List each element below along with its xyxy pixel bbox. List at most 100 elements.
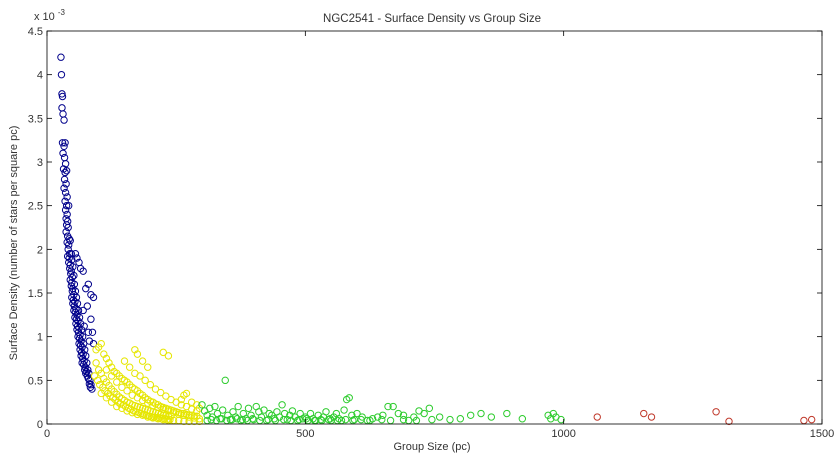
data-point <box>58 139 67 147</box>
data-point <box>92 359 100 367</box>
data-point <box>63 193 71 201</box>
data-point <box>399 411 408 419</box>
data-point <box>82 352 90 360</box>
data-point <box>557 415 565 424</box>
data-point <box>340 406 348 414</box>
data-point <box>87 291 95 299</box>
data-point <box>279 415 288 424</box>
data-point <box>221 376 229 385</box>
data-point <box>102 366 111 374</box>
data-point <box>86 383 95 392</box>
data-point <box>384 402 392 411</box>
data-point <box>211 402 219 411</box>
y-axis-multiplier: x 10 -3 <box>34 8 66 23</box>
data-point <box>162 392 170 400</box>
x-tick-label: 500 <box>296 428 314 440</box>
chart-title: NGC2541 - Surface Density vs Group Size <box>323 13 541 25</box>
data-point <box>60 175 69 184</box>
data-point <box>141 376 149 385</box>
data-point <box>80 322 88 330</box>
data-point <box>182 389 191 398</box>
data-point <box>79 306 87 315</box>
data-point <box>66 236 74 245</box>
data-point <box>79 267 87 275</box>
data-point <box>149 401 157 410</box>
data-point <box>58 92 67 101</box>
data-point <box>234 402 242 411</box>
data-point <box>420 409 428 418</box>
data-point <box>68 256 76 264</box>
data-point <box>394 409 403 418</box>
data-point <box>248 415 257 423</box>
data-point <box>133 350 142 358</box>
data-point <box>389 402 397 411</box>
data-point <box>288 407 297 415</box>
data-point <box>60 116 68 124</box>
y-tick-label: 4 <box>37 70 43 82</box>
data-point <box>187 405 196 413</box>
data-point <box>159 405 167 413</box>
y-axis-label: Surface Density (number of stars per squ… <box>8 126 20 361</box>
data-point <box>61 168 69 177</box>
data-point <box>138 357 147 365</box>
y-tick-label: 4.5 <box>28 26 43 38</box>
data-point <box>233 415 241 423</box>
data-point <box>198 401 206 409</box>
data-point <box>86 376 94 385</box>
plot-area <box>57 53 816 426</box>
data-point <box>477 409 485 418</box>
data-point <box>295 415 303 424</box>
data-point <box>154 403 162 412</box>
data-point <box>70 271 78 280</box>
data-point <box>206 404 214 412</box>
data-point <box>70 280 79 288</box>
data-point <box>260 406 268 414</box>
data-point <box>133 387 142 395</box>
data-point <box>62 201 71 210</box>
y-tick-label: 1 <box>37 332 43 344</box>
data-point <box>61 139 69 147</box>
data-point <box>89 293 98 302</box>
data-point <box>88 385 96 393</box>
x-axis-label: Group Size (pc) <box>393 441 470 453</box>
data-point <box>62 167 71 175</box>
y-axis-multiplier-exponent: -3 <box>58 8 66 17</box>
data-point <box>69 263 77 271</box>
data-point <box>159 348 167 357</box>
data-point <box>326 415 334 423</box>
data-point <box>217 415 226 423</box>
data-point <box>399 415 408 424</box>
data-point <box>63 210 71 219</box>
data-point <box>107 398 116 406</box>
x-tick-label: 0 <box>44 428 50 440</box>
data-point <box>428 415 436 424</box>
data-point <box>180 417 188 426</box>
data-point <box>61 197 69 206</box>
data-point <box>84 328 93 336</box>
data-point <box>466 411 475 419</box>
data-point <box>322 408 330 416</box>
data-point <box>264 415 272 424</box>
tick-labels: 0 500 1000 1500 0 0.5 1 1.5 2 2.5 3 3.5 4 4.5 <box>28 26 835 440</box>
data-point <box>238 415 247 424</box>
data-point <box>357 415 365 424</box>
data-point <box>87 315 95 323</box>
data-point <box>435 413 444 421</box>
data-point <box>74 306 83 315</box>
data-point <box>102 394 111 402</box>
data-point <box>87 381 95 389</box>
y-tick-label: 0.5 <box>28 375 43 387</box>
data-point <box>61 206 70 214</box>
data-point <box>807 415 816 424</box>
data-point <box>88 328 97 336</box>
data-point <box>123 378 131 386</box>
data-point <box>156 388 165 397</box>
data-point <box>97 389 105 398</box>
y-tick-label: 2.5 <box>28 201 43 213</box>
data-point <box>123 387 131 395</box>
data-point <box>725 417 733 426</box>
data-point <box>164 412 173 420</box>
data-point <box>164 352 173 360</box>
data-point <box>257 413 266 421</box>
